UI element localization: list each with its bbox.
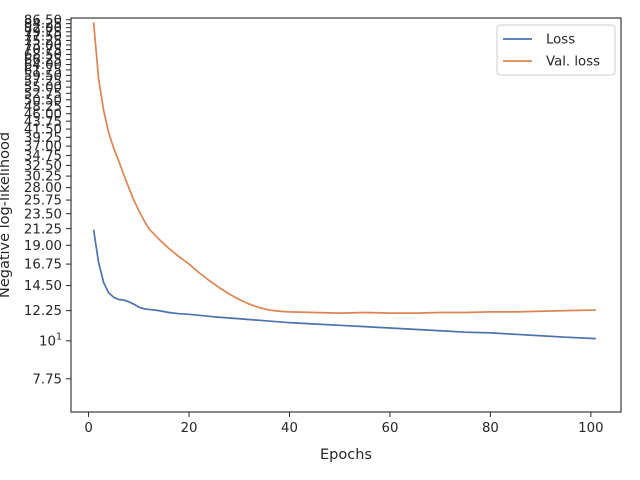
- y-tick-label: 57.25: [24, 75, 62, 90]
- y-tick-label: 55.00: [24, 81, 62, 96]
- y-tick-label: 48.25: [24, 100, 62, 115]
- x-axis-label: Epochs: [320, 447, 372, 463]
- y-tick-label: 50.50: [24, 93, 62, 108]
- y-tick-label: 43.75: [24, 115, 62, 130]
- y-tick-label: 37.00: [24, 140, 62, 155]
- x-tick-label: 60: [381, 421, 398, 436]
- x-tick-label: 100: [578, 421, 603, 436]
- y-tick-label: 16.75: [24, 258, 62, 273]
- y-axis-label: Negative log-likelihood: [0, 132, 13, 298]
- legend-label: Loss: [546, 33, 575, 48]
- y-tick-label: 14.50: [24, 279, 62, 294]
- y-tick-label: 75.25: [24, 34, 62, 49]
- y-tick-label: 41.50: [24, 123, 62, 138]
- y-tick-label: 32.50: [24, 159, 62, 174]
- y-tick-label: 68.50: [24, 48, 62, 63]
- series-line-1: [92, 229, 596, 340]
- x-axis: 0 20 40 60 80 100: [84, 412, 604, 436]
- y-tick-label: 70.75: [24, 43, 62, 58]
- y-tick-label: 86.50: [24, 13, 62, 28]
- y-tick-label: 30.25: [24, 170, 62, 185]
- series-line-2: [92, 22, 596, 314]
- y-tick-label: 39.25: [24, 131, 62, 146]
- x-tick-label: 0: [84, 421, 92, 436]
- y-tick-label: 52.75: [24, 87, 62, 102]
- y-tick-label: 21.25: [24, 222, 62, 237]
- y-tick-label: 12.25: [24, 304, 62, 319]
- legend: Loss Val. loss: [496, 24, 616, 76]
- plot-frame: [70, 17, 622, 413]
- x-tick-label: 20: [181, 421, 198, 436]
- y-tick-label: 73.00: [24, 39, 62, 54]
- y-tick-label: 61.75: [24, 63, 62, 78]
- y-tick-label: 77.50: [24, 30, 62, 45]
- y-tick-label: 66.25: [24, 53, 62, 68]
- y-tick-label: 64.00: [24, 58, 62, 73]
- y-tick-label: 46.00: [24, 107, 62, 122]
- y-tick-label: 19.00: [24, 239, 62, 254]
- legend-box: [496, 24, 616, 76]
- y-axis: 7.75 101 12.25 14.50 16.75 19.00 21.2523.5025.…: [24, 13, 71, 387]
- y-tick-label: 7.75: [32, 372, 62, 387]
- y-tick-label: 25.75: [24, 194, 62, 209]
- y-tick-label: 101: [39, 331, 62, 349]
- y-tick-label: 23.50: [24, 207, 62, 222]
- x-tick-label: 40: [281, 421, 298, 436]
- y-tick-label: 28.00: [24, 181, 62, 196]
- x-tick-label: 80: [482, 421, 499, 436]
- series-layer: [92, 22, 596, 340]
- y-tick-label: 79.75: [24, 25, 62, 40]
- y-tick-label: 84.25: [24, 17, 62, 32]
- plot-area: [70, 17, 622, 413]
- y-tick-label: 34.75: [24, 149, 62, 164]
- y-tick-label: 82.00: [24, 21, 62, 36]
- legend-label: Val. loss: [546, 55, 600, 70]
- y-tick-label: 59.50: [24, 69, 62, 84]
